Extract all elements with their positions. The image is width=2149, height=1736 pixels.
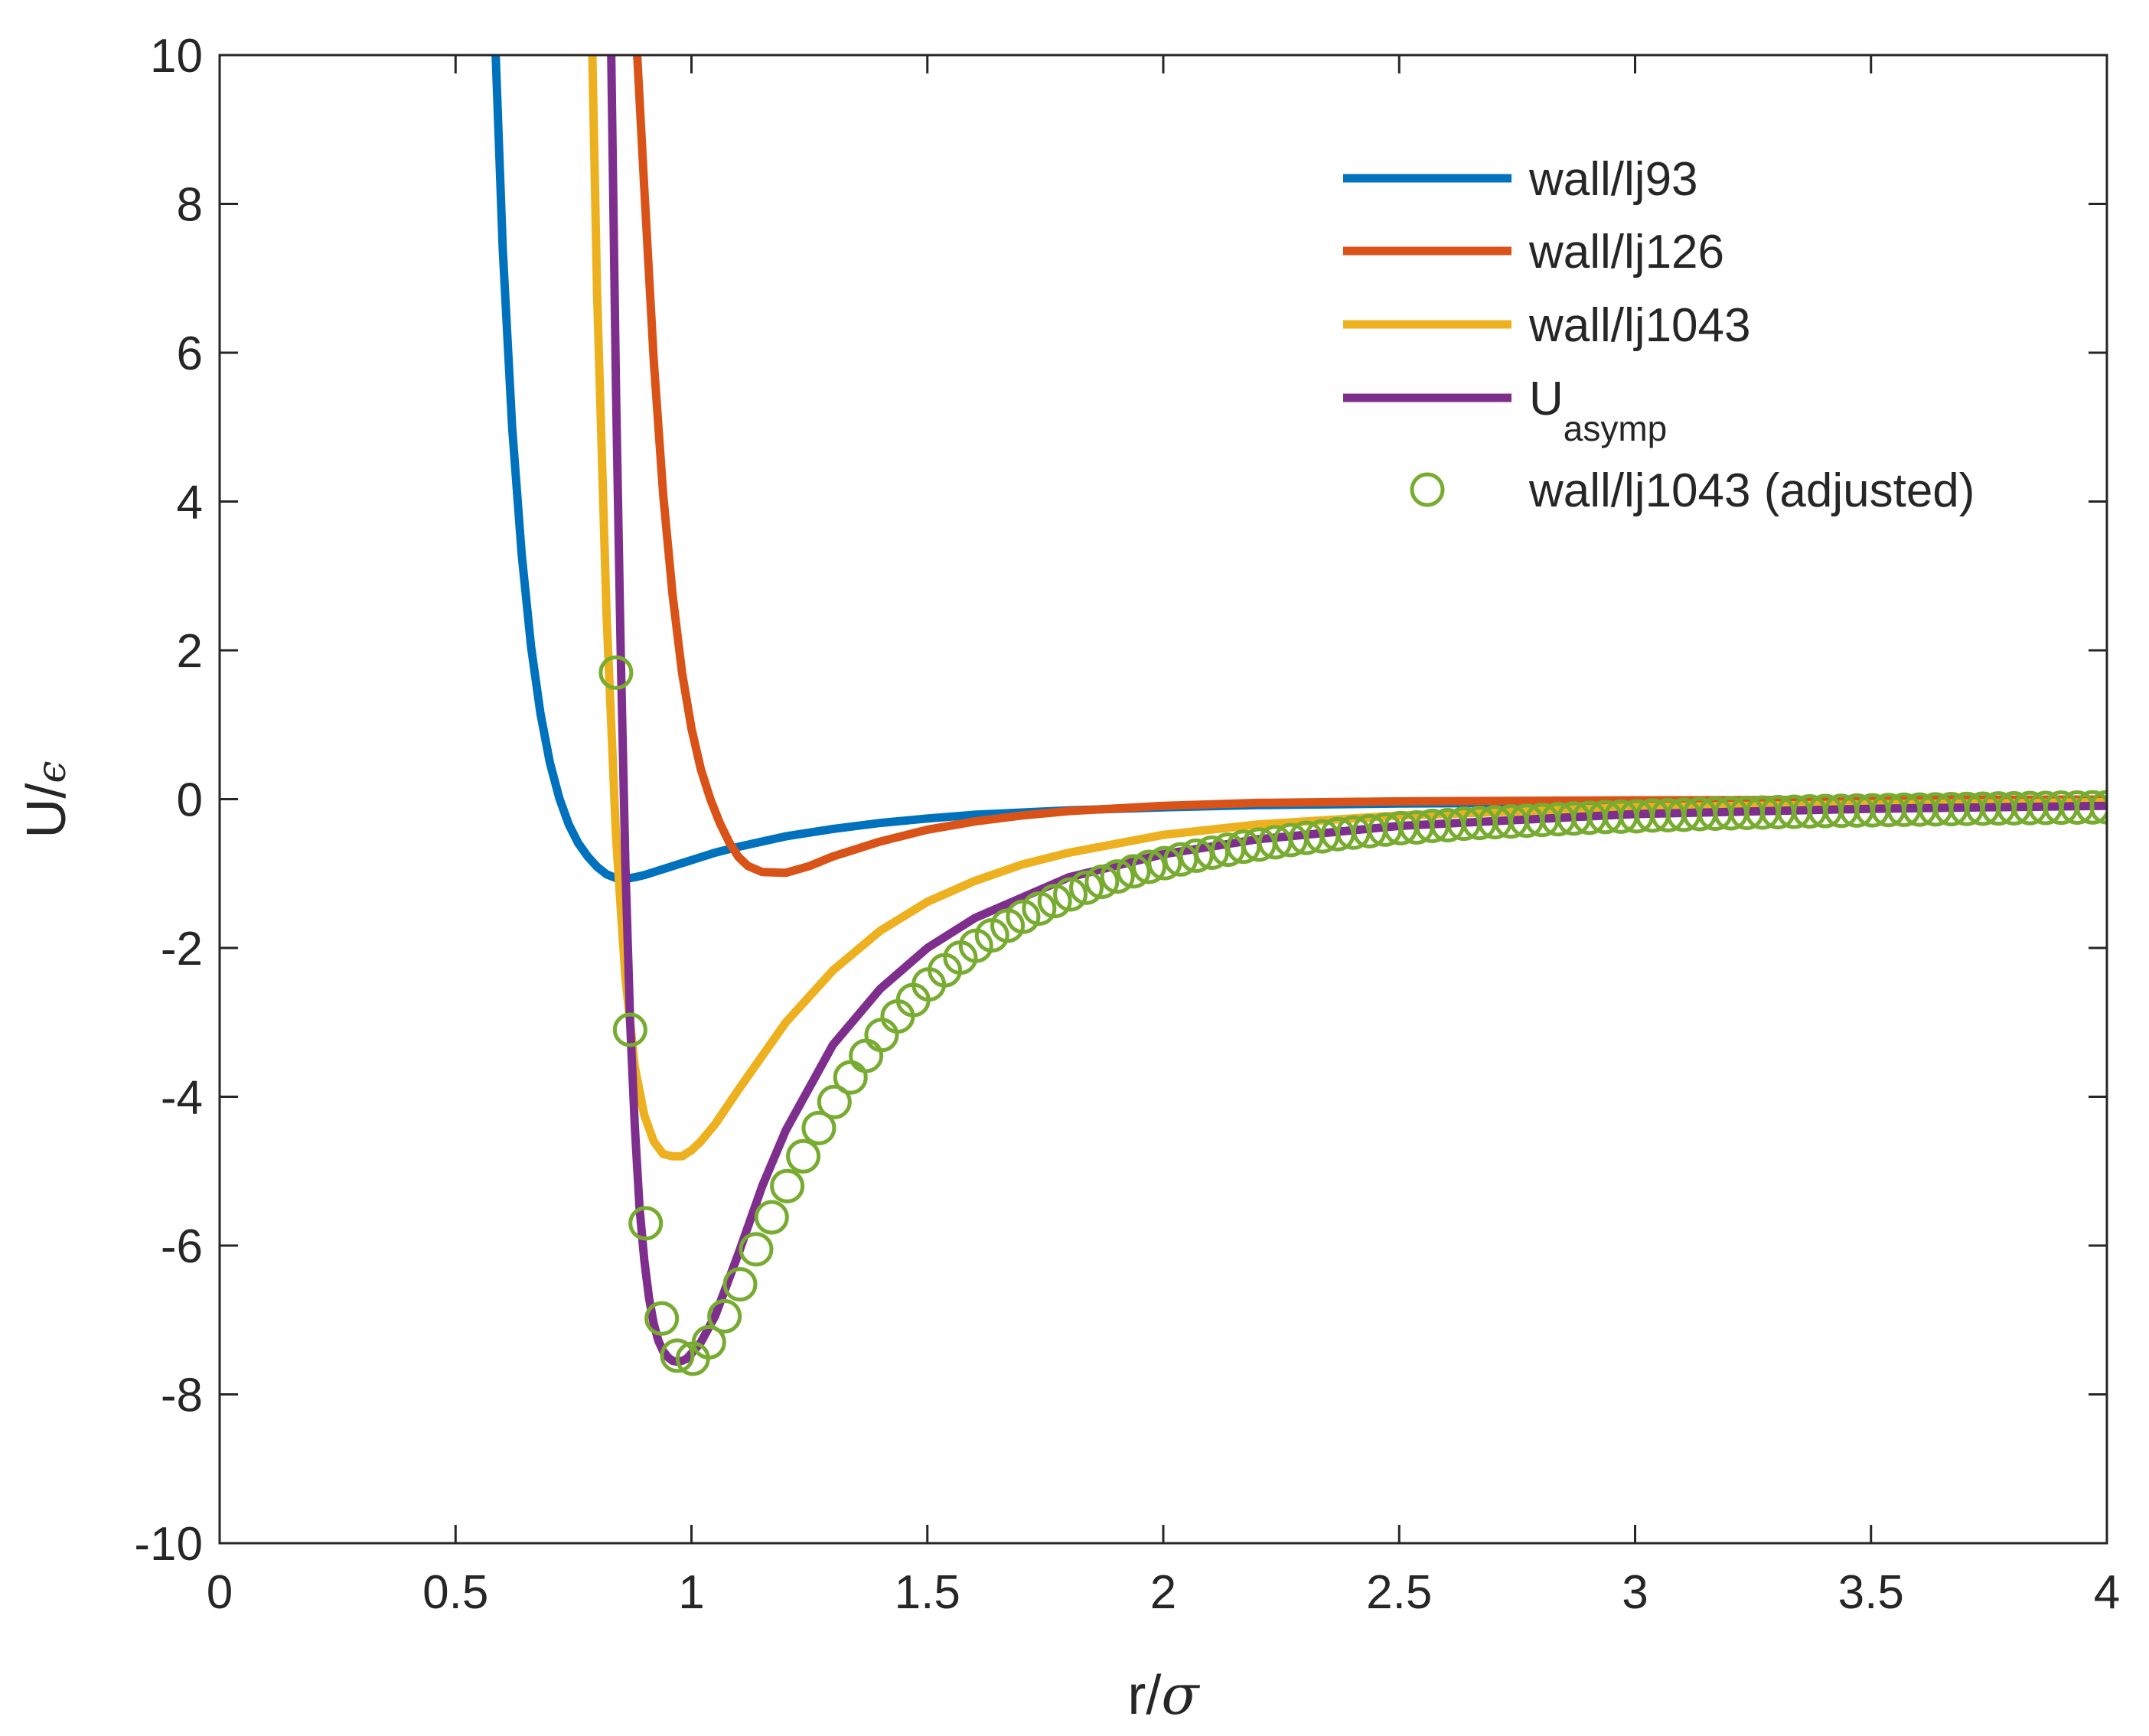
data-point <box>739 1232 774 1267</box>
y-tick-label: -10 <box>134 1518 203 1571</box>
data-point <box>754 1200 789 1235</box>
data-point <box>817 1084 852 1119</box>
x-axis-title-symbol: σ <box>1161 1663 1200 1727</box>
legend-marker <box>1410 472 1445 507</box>
data-point <box>1053 877 1088 912</box>
data-point <box>801 1110 836 1145</box>
legend-label: wall/lj1043 <box>1528 299 1751 352</box>
series-1-line <box>633 55 2107 878</box>
y-tick-label: -4 <box>161 1072 203 1125</box>
x-tick-label: 0.5 <box>422 1566 488 1619</box>
y-axis-title: U/ϵ <box>16 761 77 838</box>
legend-label: wall/lj1043 (adjusted) <box>1528 464 1975 517</box>
legend-label-subscript: asymp <box>1564 409 1667 448</box>
data-point <box>1100 859 1135 894</box>
plot-area <box>491 55 2107 1376</box>
y-tick-label: 6 <box>177 327 203 380</box>
y-axis-title-symbol: ϵ <box>29 761 75 783</box>
data-point <box>628 1206 664 1241</box>
y-tick-label: 4 <box>177 477 203 529</box>
x-tick-label: 2 <box>1150 1566 1176 1619</box>
data-point <box>786 1138 821 1174</box>
data-point <box>2076 790 2107 825</box>
data-point <box>612 1012 647 1047</box>
y-tick-label: 0 <box>177 774 203 827</box>
data-point <box>1084 864 1120 899</box>
axes-box <box>218 54 2108 1545</box>
y-tick-label: -6 <box>161 1220 203 1273</box>
x-tick-label: 4 <box>2094 1566 2120 1619</box>
y-tick-label: -8 <box>161 1370 203 1422</box>
y-tick-label: 2 <box>177 625 203 678</box>
y-axis-title-main: U/ <box>16 783 77 839</box>
data-point <box>1006 899 1041 934</box>
data-point <box>2089 790 2107 825</box>
data-point <box>1132 849 1167 884</box>
data-point <box>1179 838 1214 873</box>
legend-label: wall/lj93 <box>1528 153 1698 206</box>
x-tick-label: 2.5 <box>1366 1566 1432 1619</box>
y-tick-label: 10 <box>150 30 203 83</box>
data-point <box>1069 870 1104 905</box>
data-point <box>707 1298 742 1334</box>
series-4-markers <box>598 655 2107 1376</box>
data-point <box>1194 835 1229 871</box>
series-3-line <box>607 55 2107 1366</box>
data-point <box>1037 884 1072 919</box>
data-point <box>644 1301 680 1336</box>
tick-labels: 0 0.5 1 1.5 2 2.5 3 3.5 4 -10 -8 -6 -4 -2 0 2 4 6 8 10 <box>134 30 2120 1619</box>
x-axis-title: r/σ <box>1127 1663 1200 1727</box>
data-point <box>660 1338 695 1373</box>
data-point <box>691 1324 726 1360</box>
legend-label: wall/lj126 <box>1528 226 1724 278</box>
x-tick-label: 1.5 <box>895 1566 960 1619</box>
data-point <box>1022 891 1057 926</box>
data-point <box>598 655 634 690</box>
data-point <box>1147 845 1182 881</box>
x-tick-label: 3 <box>1622 1566 1648 1619</box>
y-tick-label: -2 <box>161 923 203 975</box>
data-point <box>722 1267 758 1302</box>
x-axis-title-main: r/ <box>1127 1665 1161 1726</box>
x-tick-label: 0 <box>207 1566 233 1619</box>
y-tick-label: 8 <box>177 179 203 232</box>
data-point <box>770 1168 805 1203</box>
x-tick-label: 1 <box>678 1566 704 1619</box>
data-point <box>1116 854 1151 889</box>
x-tick-label: 3.5 <box>1838 1566 1904 1619</box>
